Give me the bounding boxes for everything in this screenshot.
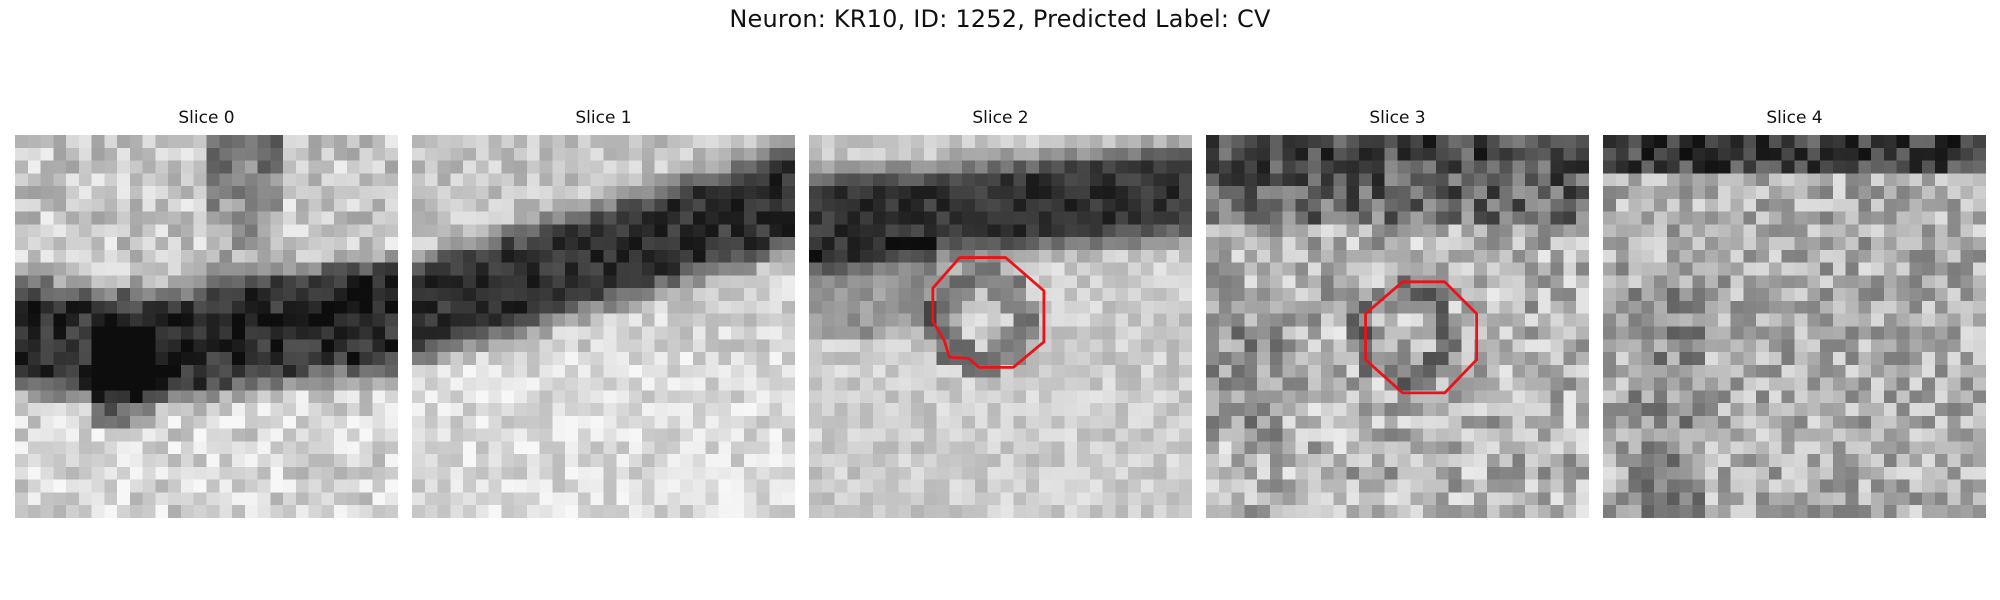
slice-title-1: Slice 1	[575, 108, 632, 128]
slice-title-2: Slice 2	[972, 108, 1029, 128]
slice-title-4: Slice 4	[1766, 108, 1823, 128]
vesicle-contour-3	[1364, 280, 1479, 395]
slice-image-2	[809, 135, 1192, 518]
figure-title: Neuron: KR10, ID: 1252, Predicted Label:…	[729, 5, 1271, 33]
slice-title-0: Slice 0	[178, 108, 235, 128]
slice-image-4	[1603, 135, 1986, 518]
slice-image-0	[15, 135, 398, 518]
slice-title-3: Slice 3	[1369, 108, 1426, 128]
slice-image-1	[412, 135, 795, 518]
slice-image-3	[1206, 135, 1589, 518]
vesicle-contour-2	[931, 256, 1046, 369]
